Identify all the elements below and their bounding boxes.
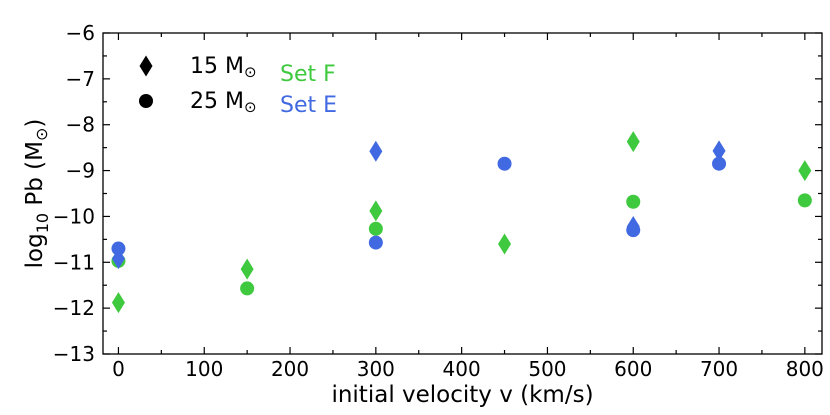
y-tick-label: −6	[66, 21, 95, 45]
plot-frame	[102, 32, 823, 355]
data-point-set_e-circle	[111, 241, 126, 256]
data-point-set_e-circle	[626, 223, 641, 238]
x-tick-label: 800	[786, 357, 824, 381]
legend-label-25msun: 25 M⊙	[190, 89, 257, 116]
x-axis-label: initial velocity v (km/s)	[331, 382, 593, 408]
x-tick-label: 100	[185, 357, 223, 381]
tick-labels: 0 100 200 300 400 500 600 700 800 −13 −12 −11 −10 −9 −…	[53, 21, 824, 381]
x-tick-label: 600	[614, 357, 652, 381]
legend-label-15msun: 15 M⊙	[190, 54, 257, 81]
data-point-set_f-diamond	[798, 160, 812, 182]
x-tick-label: 200	[271, 357, 309, 381]
data-point-set_f-diamond	[626, 131, 640, 153]
legend-circle-marker	[139, 94, 153, 108]
axis-ticks	[103, 32, 822, 355]
x-tick-label: 0	[112, 357, 125, 381]
data-point-set_f-circle	[626, 194, 641, 209]
x-tick-label: 500	[528, 357, 566, 381]
y-tick-label: −13	[53, 342, 95, 366]
y-tick-label: −10	[53, 204, 95, 228]
y-tick-label: −9	[66, 159, 95, 183]
x-tick-label: 400	[443, 357, 481, 381]
x-tick-label: 300	[357, 357, 395, 381]
data-point-set_f-diamond	[369, 200, 383, 222]
y-tick-label: −12	[53, 296, 95, 320]
legend-diamond-marker	[139, 55, 153, 77]
data-point-set_e-diamond	[712, 140, 726, 162]
legend-set-e: Set E	[280, 93, 337, 118]
data-point-set_f-diamond	[111, 292, 125, 314]
data-point-set_e-diamond	[111, 248, 125, 270]
data-point-set_f-circle	[368, 221, 383, 236]
data-point-set_f-diamond	[498, 233, 512, 255]
y-tick-label: −7	[66, 67, 95, 91]
y-axis-label: log10 Pb (M⊙)	[22, 119, 52, 269]
data-points	[111, 131, 812, 314]
data-point-set_e-circle	[497, 156, 512, 171]
y-tick-label: −11	[53, 250, 95, 274]
data-point-set_f-diamond	[240, 258, 254, 280]
x-tick-label: 700	[700, 357, 738, 381]
y-tick-label: −8	[66, 113, 95, 137]
data-point-set_e-circle	[368, 235, 383, 250]
data-point-set_f-circle	[797, 193, 812, 208]
data-point-set_e-circle	[712, 156, 727, 171]
data-point-set_f-circle	[240, 281, 255, 296]
data-point-set_e-diamond	[369, 140, 383, 162]
legend: 15 M⊙ 25 M⊙ Set F Set E	[139, 54, 337, 118]
legend-set-f: Set F	[280, 62, 336, 87]
